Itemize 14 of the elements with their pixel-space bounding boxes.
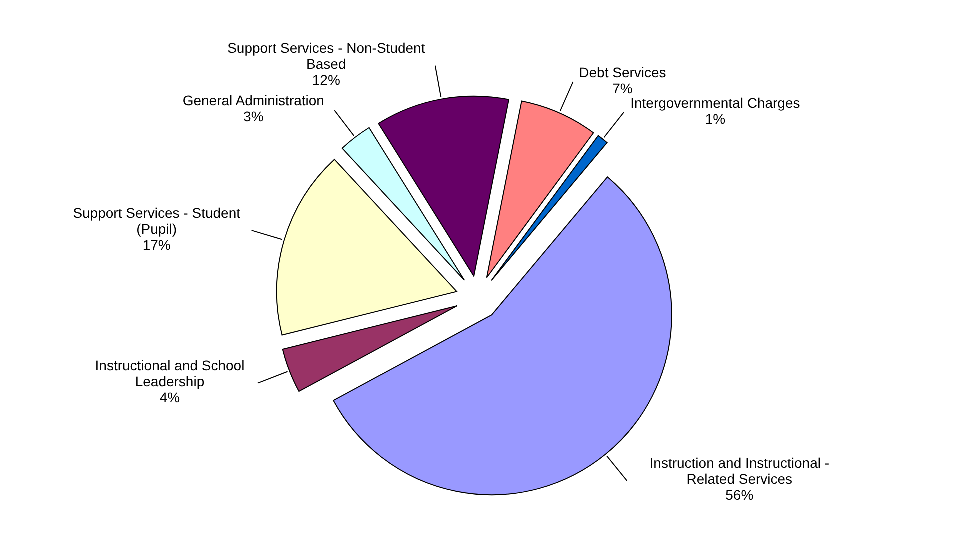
slice-label: Debt Services [579,64,666,80]
data-label: 7% [612,80,633,96]
data-label: 1% [705,110,726,127]
data-label: 3% [244,108,264,125]
data-label: 17% [142,236,171,253]
data-label: 56% [726,487,754,504]
legend-label: Instruction and Instructional - Related Services [650,455,830,488]
data-label: 12% [312,72,340,88]
slice-label: General Administration [182,92,324,109]
data-label: 4% [160,390,180,406]
slice-label: Support Services - Student (Pupil) [73,204,241,237]
slice-label: Instructional and School Leadership [95,358,245,390]
slice-label: Support Services - Non-Student Based [228,40,426,72]
slice-label: Intergovernmental Charges [630,94,800,111]
